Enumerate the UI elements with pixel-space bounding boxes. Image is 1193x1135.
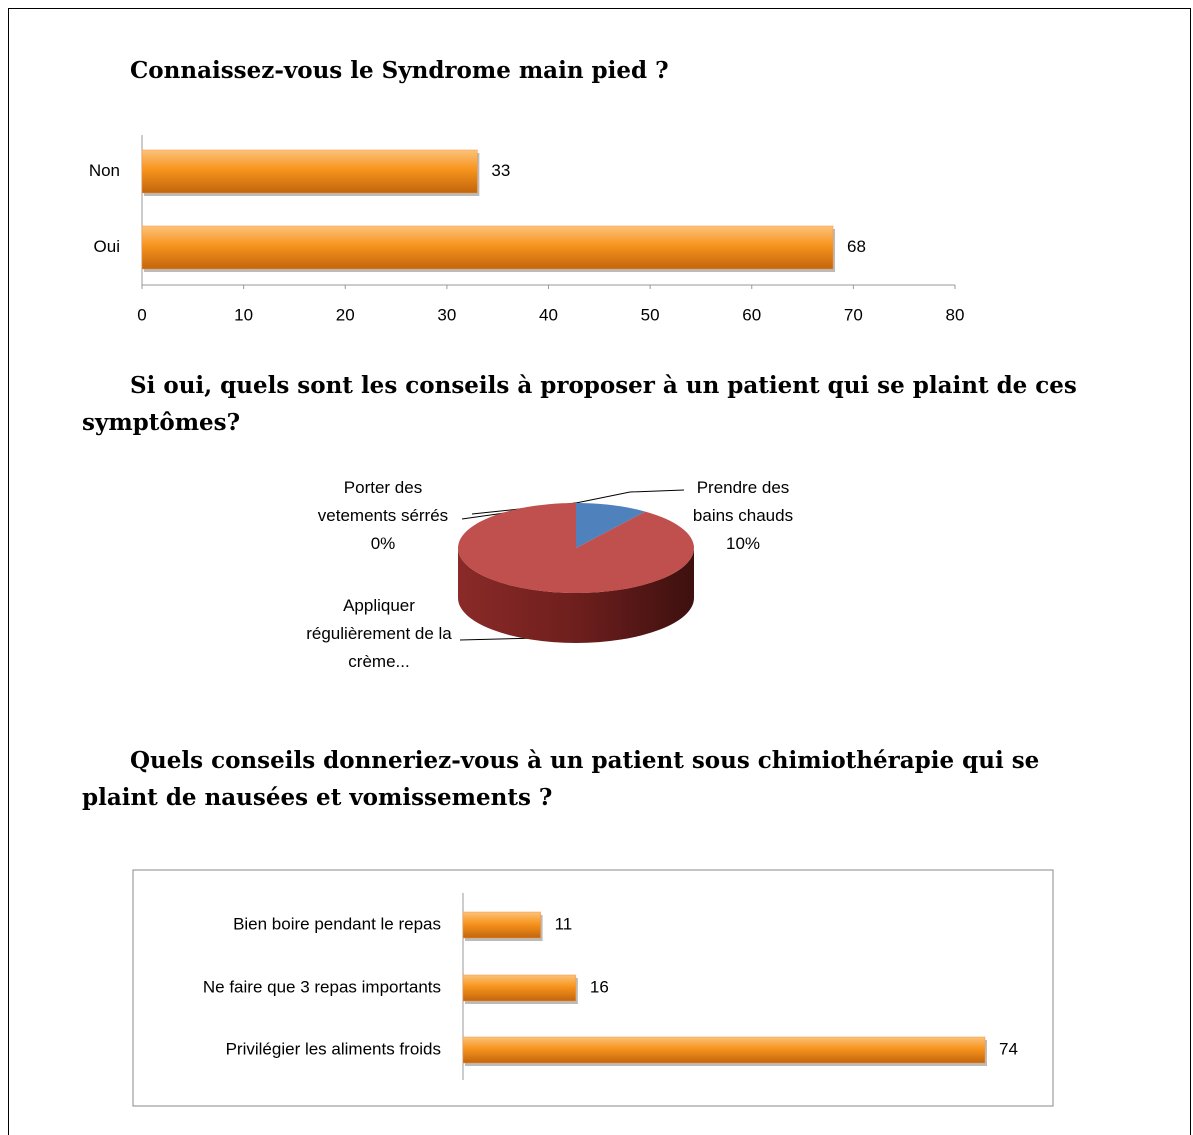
pie-label: Prendre des bains chauds 10% [648,474,838,558]
category-label: Privilégier les aliments froids [226,1039,441,1058]
value-label: 68 [847,237,866,256]
pie-label: Appliquer régulièrement de la crème... [284,592,474,676]
pie-value: 10% [725,534,761,553]
x-tick-label: 10 [234,305,253,324]
value-label: 33 [491,161,510,180]
value-label: 16 [590,977,609,996]
page-border [8,8,1191,1135]
bar [141,149,478,194]
chart-frame [132,869,1054,1107]
x-tick-label: 40 [539,305,558,324]
pie-category: Appliquer régulièrement de la crème... [306,596,452,671]
bar [462,974,577,1002]
x-tick-label: 60 [742,305,761,324]
value-label: 74 [999,1039,1018,1058]
question-title: Connaissez-vous le Syndrome main pied ? [130,57,669,84]
pie-category: Porter des vetements sérrés [317,478,449,525]
x-tick-label: 30 [437,305,456,324]
pie-slice [457,503,694,594]
question-title: Quels conseils donneriez-vous à un patie… [82,747,1040,811]
x-tick-label: 20 [336,305,355,324]
category-label: Bien boire pendant le repas [233,914,441,933]
category-label: Oui [94,237,120,256]
x-tick-label: 80 [946,305,965,324]
bar [141,225,834,270]
pie-slice [576,503,646,548]
category-label: Non [89,161,120,180]
bar [462,911,541,939]
category-label: Ne faire que 3 repas importants [203,977,441,996]
question-title: Si oui, quels sont les conseils à propos… [82,372,1077,436]
pie-category: Prendre des bains chauds [692,478,794,525]
pie-value: 0% [370,534,396,553]
x-tick-label: 50 [641,305,660,324]
x-tick-label: 0 [137,305,146,324]
pie-label: Porter des vetements sérrés 0% [288,474,478,558]
pie-side [458,548,694,643]
x-tick-label: 70 [844,305,863,324]
bar [462,1036,986,1064]
value-label: 11 [555,914,573,933]
